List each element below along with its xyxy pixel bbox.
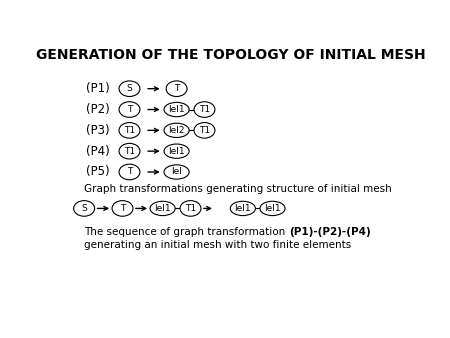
Text: (P4): (P4) bbox=[86, 145, 110, 158]
Text: (P2): (P2) bbox=[86, 103, 110, 116]
Text: T: T bbox=[120, 204, 125, 213]
Circle shape bbox=[194, 123, 215, 138]
Circle shape bbox=[194, 102, 215, 117]
Ellipse shape bbox=[164, 102, 189, 117]
Text: S: S bbox=[126, 84, 132, 93]
Circle shape bbox=[119, 81, 140, 97]
Text: T1: T1 bbox=[199, 105, 210, 114]
Text: The sequence of graph transformation: The sequence of graph transformation bbox=[84, 227, 288, 237]
Ellipse shape bbox=[164, 123, 189, 138]
Text: Iel1: Iel1 bbox=[154, 204, 171, 213]
Circle shape bbox=[119, 164, 140, 180]
Ellipse shape bbox=[260, 201, 285, 216]
Text: Iel1: Iel1 bbox=[168, 105, 185, 114]
Ellipse shape bbox=[150, 201, 175, 216]
Text: T1: T1 bbox=[199, 126, 210, 135]
Circle shape bbox=[119, 102, 140, 117]
Circle shape bbox=[112, 201, 133, 216]
Text: T: T bbox=[127, 105, 132, 114]
Text: Graph transformations generating structure of initial mesh: Graph transformations generating structu… bbox=[84, 184, 392, 194]
Text: Iel: Iel bbox=[171, 168, 182, 176]
Text: (P1)-(P2)-(P4): (P1)-(P2)-(P4) bbox=[288, 227, 370, 237]
Circle shape bbox=[119, 143, 140, 159]
Text: (P3): (P3) bbox=[86, 124, 110, 137]
Text: T1: T1 bbox=[185, 204, 196, 213]
Text: T1: T1 bbox=[124, 147, 135, 156]
Ellipse shape bbox=[164, 144, 189, 158]
Text: T: T bbox=[174, 84, 179, 93]
Text: Iel2: Iel2 bbox=[168, 126, 185, 135]
Text: T: T bbox=[127, 168, 132, 176]
Text: Iel1: Iel1 bbox=[168, 147, 185, 156]
Ellipse shape bbox=[164, 165, 189, 179]
Ellipse shape bbox=[230, 201, 256, 216]
Text: GENERATION OF THE TOPOLOGY OF INITIAL MESH: GENERATION OF THE TOPOLOGY OF INITIAL ME… bbox=[36, 48, 425, 63]
Text: Iel1: Iel1 bbox=[234, 204, 251, 213]
Text: (P5): (P5) bbox=[86, 166, 110, 178]
Circle shape bbox=[74, 201, 94, 216]
Text: T1: T1 bbox=[124, 126, 135, 135]
Circle shape bbox=[180, 201, 201, 216]
Text: S: S bbox=[81, 204, 87, 213]
Text: (P1): (P1) bbox=[86, 82, 110, 95]
Text: generating an initial mesh with two finite elements: generating an initial mesh with two fini… bbox=[84, 240, 351, 250]
Circle shape bbox=[119, 123, 140, 138]
Circle shape bbox=[166, 81, 187, 97]
Text: Iel1: Iel1 bbox=[264, 204, 281, 213]
